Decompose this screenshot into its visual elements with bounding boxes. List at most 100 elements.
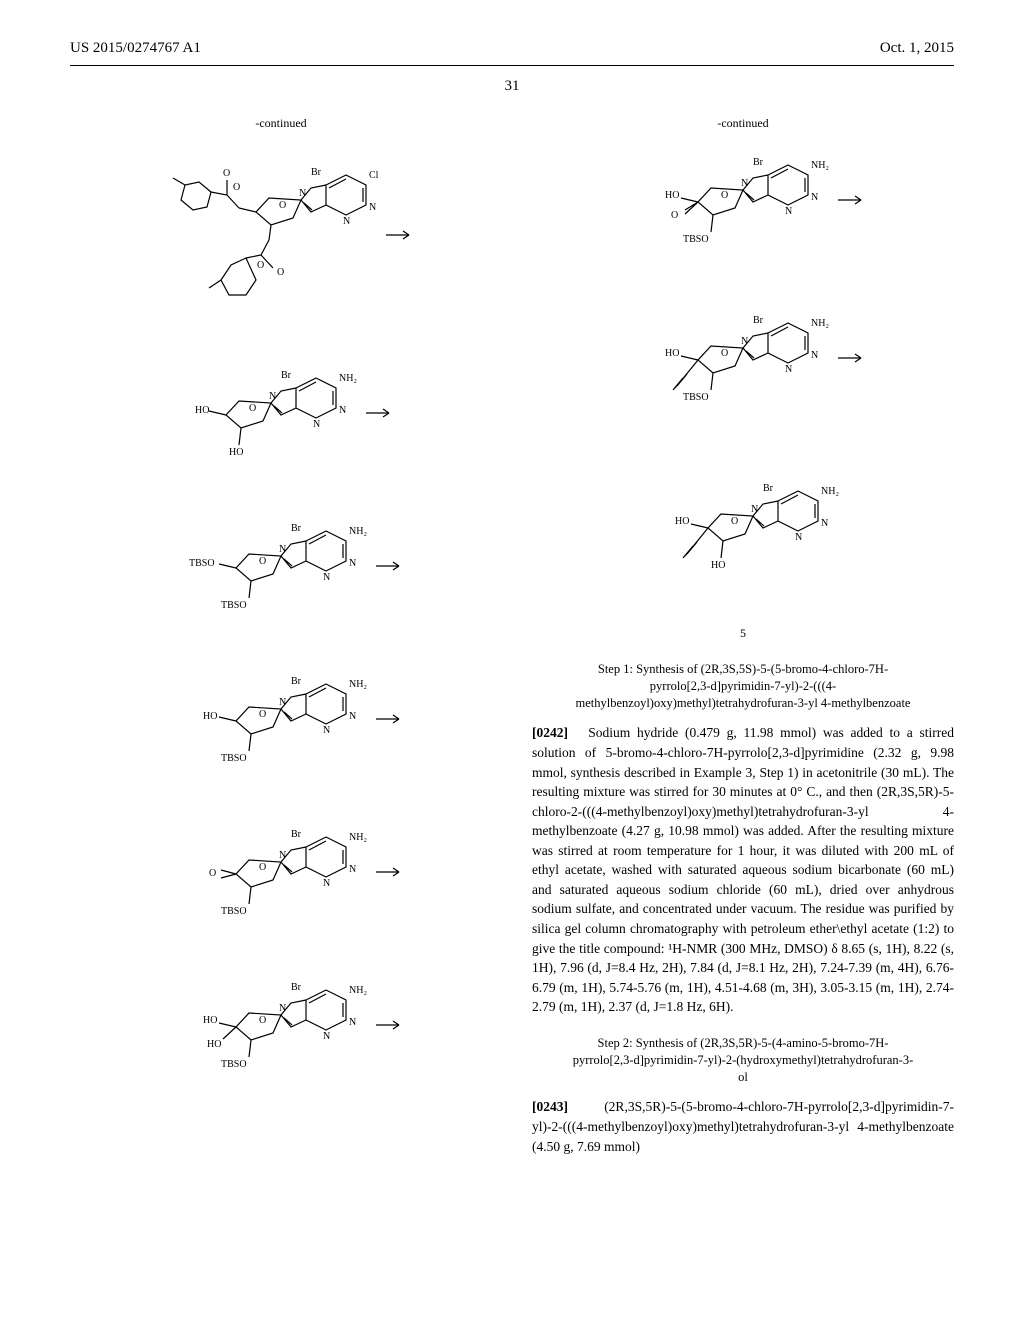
step1-heading: Step 1: Synthesis of (2R,3S,5S)-5-(5-bro… <box>572 661 914 712</box>
continued-label-right: -continued <box>532 115 954 132</box>
para-num-0242: [0242] <box>532 725 568 740</box>
svg-text:N: N <box>323 878 330 889</box>
svg-text:N: N <box>323 725 330 736</box>
svg-text:O: O <box>209 868 216 879</box>
svg-text:N: N <box>279 1003 286 1014</box>
paragraph-0242: [0242] Sodium hydride (0.479 g, 11.98 mm… <box>532 723 954 1016</box>
svg-text:O: O <box>671 210 678 221</box>
svg-text:Br: Br <box>291 829 302 840</box>
chem-structure-l1: Br Cl N N N O O O O O <box>70 140 492 335</box>
svg-text:NH₂: NH₂ <box>339 373 357 384</box>
svg-text:N: N <box>785 364 792 375</box>
svg-text:NH₂: NH₂ <box>349 985 367 996</box>
svg-text:N: N <box>349 558 356 569</box>
chem-structure-l2: Br NH₂ NNN O HO HO <box>70 353 492 488</box>
svg-text:N: N <box>313 419 320 430</box>
svg-text:N: N <box>279 544 286 555</box>
chem-structure-l3: Br NH₂ N N N O TBSO TBSO <box>70 506 492 641</box>
step2-heading: Step 2: Synthesis of (2R,3S,5R)-5-(4-ami… <box>572 1035 914 1086</box>
svg-text:O: O <box>731 516 738 527</box>
chem-structure-r2: Br NH₂ N N N O HO TBSO <box>532 298 954 448</box>
svg-text:N: N <box>741 336 748 347</box>
svg-text:NH₂: NH₂ <box>821 486 839 497</box>
svg-text:NH₂: NH₂ <box>811 318 829 329</box>
two-column-layout: -continued <box>0 115 1024 1168</box>
svg-text:O: O <box>233 182 240 193</box>
svg-text:Br: Br <box>281 370 292 381</box>
svg-text:TBSO: TBSO <box>683 234 709 245</box>
svg-text:HO: HO <box>203 711 217 722</box>
svg-text:O: O <box>259 709 266 720</box>
svg-text:NH₂: NH₂ <box>349 526 367 537</box>
para-num-0243: [0243] <box>532 1099 568 1114</box>
compound-number-5: 5 <box>532 625 954 642</box>
svg-text:N: N <box>339 405 346 416</box>
svg-text:Br: Br <box>291 982 302 993</box>
chem-structure-r3: Br NH₂ N N N O HO HO 5 <box>532 466 954 642</box>
svg-text:Cl: Cl <box>369 170 379 181</box>
para-text-0243: (2R,3S,5R)-5-(5-bromo-4-chloro-7H-pyrrol… <box>532 1099 954 1153</box>
svg-text:HO: HO <box>665 190 679 201</box>
publication-date: Oct. 1, 2015 <box>880 40 954 57</box>
svg-text:N: N <box>279 850 286 861</box>
svg-text:N: N <box>741 178 748 189</box>
svg-text:Br: Br <box>753 157 764 168</box>
header: US 2015/0274767 A1 Oct. 1, 2015 <box>0 0 1024 65</box>
svg-text:HO: HO <box>195 405 209 416</box>
svg-text:Br: Br <box>311 167 322 178</box>
continued-label-left: -continued <box>70 115 492 132</box>
chem-structure-l6: Br NH₂ NNN O HO HO TBSO <box>70 965 492 1110</box>
svg-text:Br: Br <box>291 676 302 687</box>
svg-text:TBSO: TBSO <box>221 906 247 917</box>
svg-text:O: O <box>259 556 266 567</box>
svg-text:N: N <box>785 206 792 217</box>
right-column: -continued Br NH₂ N N N O <box>532 115 954 1168</box>
svg-text:N: N <box>751 504 758 515</box>
svg-text:Br: Br <box>763 483 774 494</box>
svg-text:Br: Br <box>753 315 764 326</box>
chem-structure-l5: Br NH₂ N N N O O TBSO <box>70 812 492 947</box>
svg-text:N: N <box>349 864 356 875</box>
svg-text:HO: HO <box>665 348 679 359</box>
svg-text:N: N <box>323 572 330 583</box>
patent-number: US 2015/0274767 A1 <box>70 40 201 57</box>
svg-text:TBSO: TBSO <box>189 558 215 569</box>
svg-text:N: N <box>811 350 818 361</box>
svg-text:Br: Br <box>291 523 302 534</box>
chem-structure-l4: Br NH₂ N N N O HO TBSO <box>70 659 492 794</box>
svg-text:HO: HO <box>675 516 689 527</box>
svg-text:TBSO: TBSO <box>683 392 709 403</box>
svg-text:O: O <box>223 168 230 179</box>
svg-text:O: O <box>277 267 284 278</box>
svg-text:N: N <box>279 697 286 708</box>
svg-text:O: O <box>721 348 728 359</box>
svg-text:HO: HO <box>229 447 243 458</box>
svg-text:N: N <box>821 518 828 529</box>
svg-text:N: N <box>349 1017 356 1028</box>
header-rule <box>70 65 954 66</box>
svg-text:TBSO: TBSO <box>221 1059 247 1070</box>
svg-text:TBSO: TBSO <box>221 600 247 611</box>
page-number: 31 <box>0 78 1024 95</box>
svg-text:HO: HO <box>711 560 725 571</box>
svg-text:O: O <box>279 200 286 211</box>
svg-text:O: O <box>259 862 266 873</box>
para-text-0242: Sodium hydride (0.479 g, 11.98 mmol) was… <box>532 725 954 1014</box>
svg-text:N: N <box>795 532 802 543</box>
svg-text:TBSO: TBSO <box>221 753 247 764</box>
svg-text:O: O <box>257 260 264 271</box>
svg-text:HO: HO <box>207 1039 221 1050</box>
svg-text:NH₂: NH₂ <box>811 160 829 171</box>
svg-text:NH₂: NH₂ <box>349 832 367 843</box>
svg-text:N: N <box>811 192 818 203</box>
svg-text:N: N <box>349 711 356 722</box>
svg-text:O: O <box>259 1015 266 1026</box>
svg-text:N: N <box>343 216 350 227</box>
left-column: -continued <box>70 115 492 1168</box>
svg-text:NH₂: NH₂ <box>349 679 367 690</box>
svg-text:O: O <box>249 403 256 414</box>
chem-structure-r1: Br NH₂ NNN O HO O TBSO <box>532 140 954 280</box>
svg-text:N: N <box>369 202 376 213</box>
svg-text:N: N <box>299 188 306 199</box>
svg-text:HO: HO <box>203 1015 217 1026</box>
